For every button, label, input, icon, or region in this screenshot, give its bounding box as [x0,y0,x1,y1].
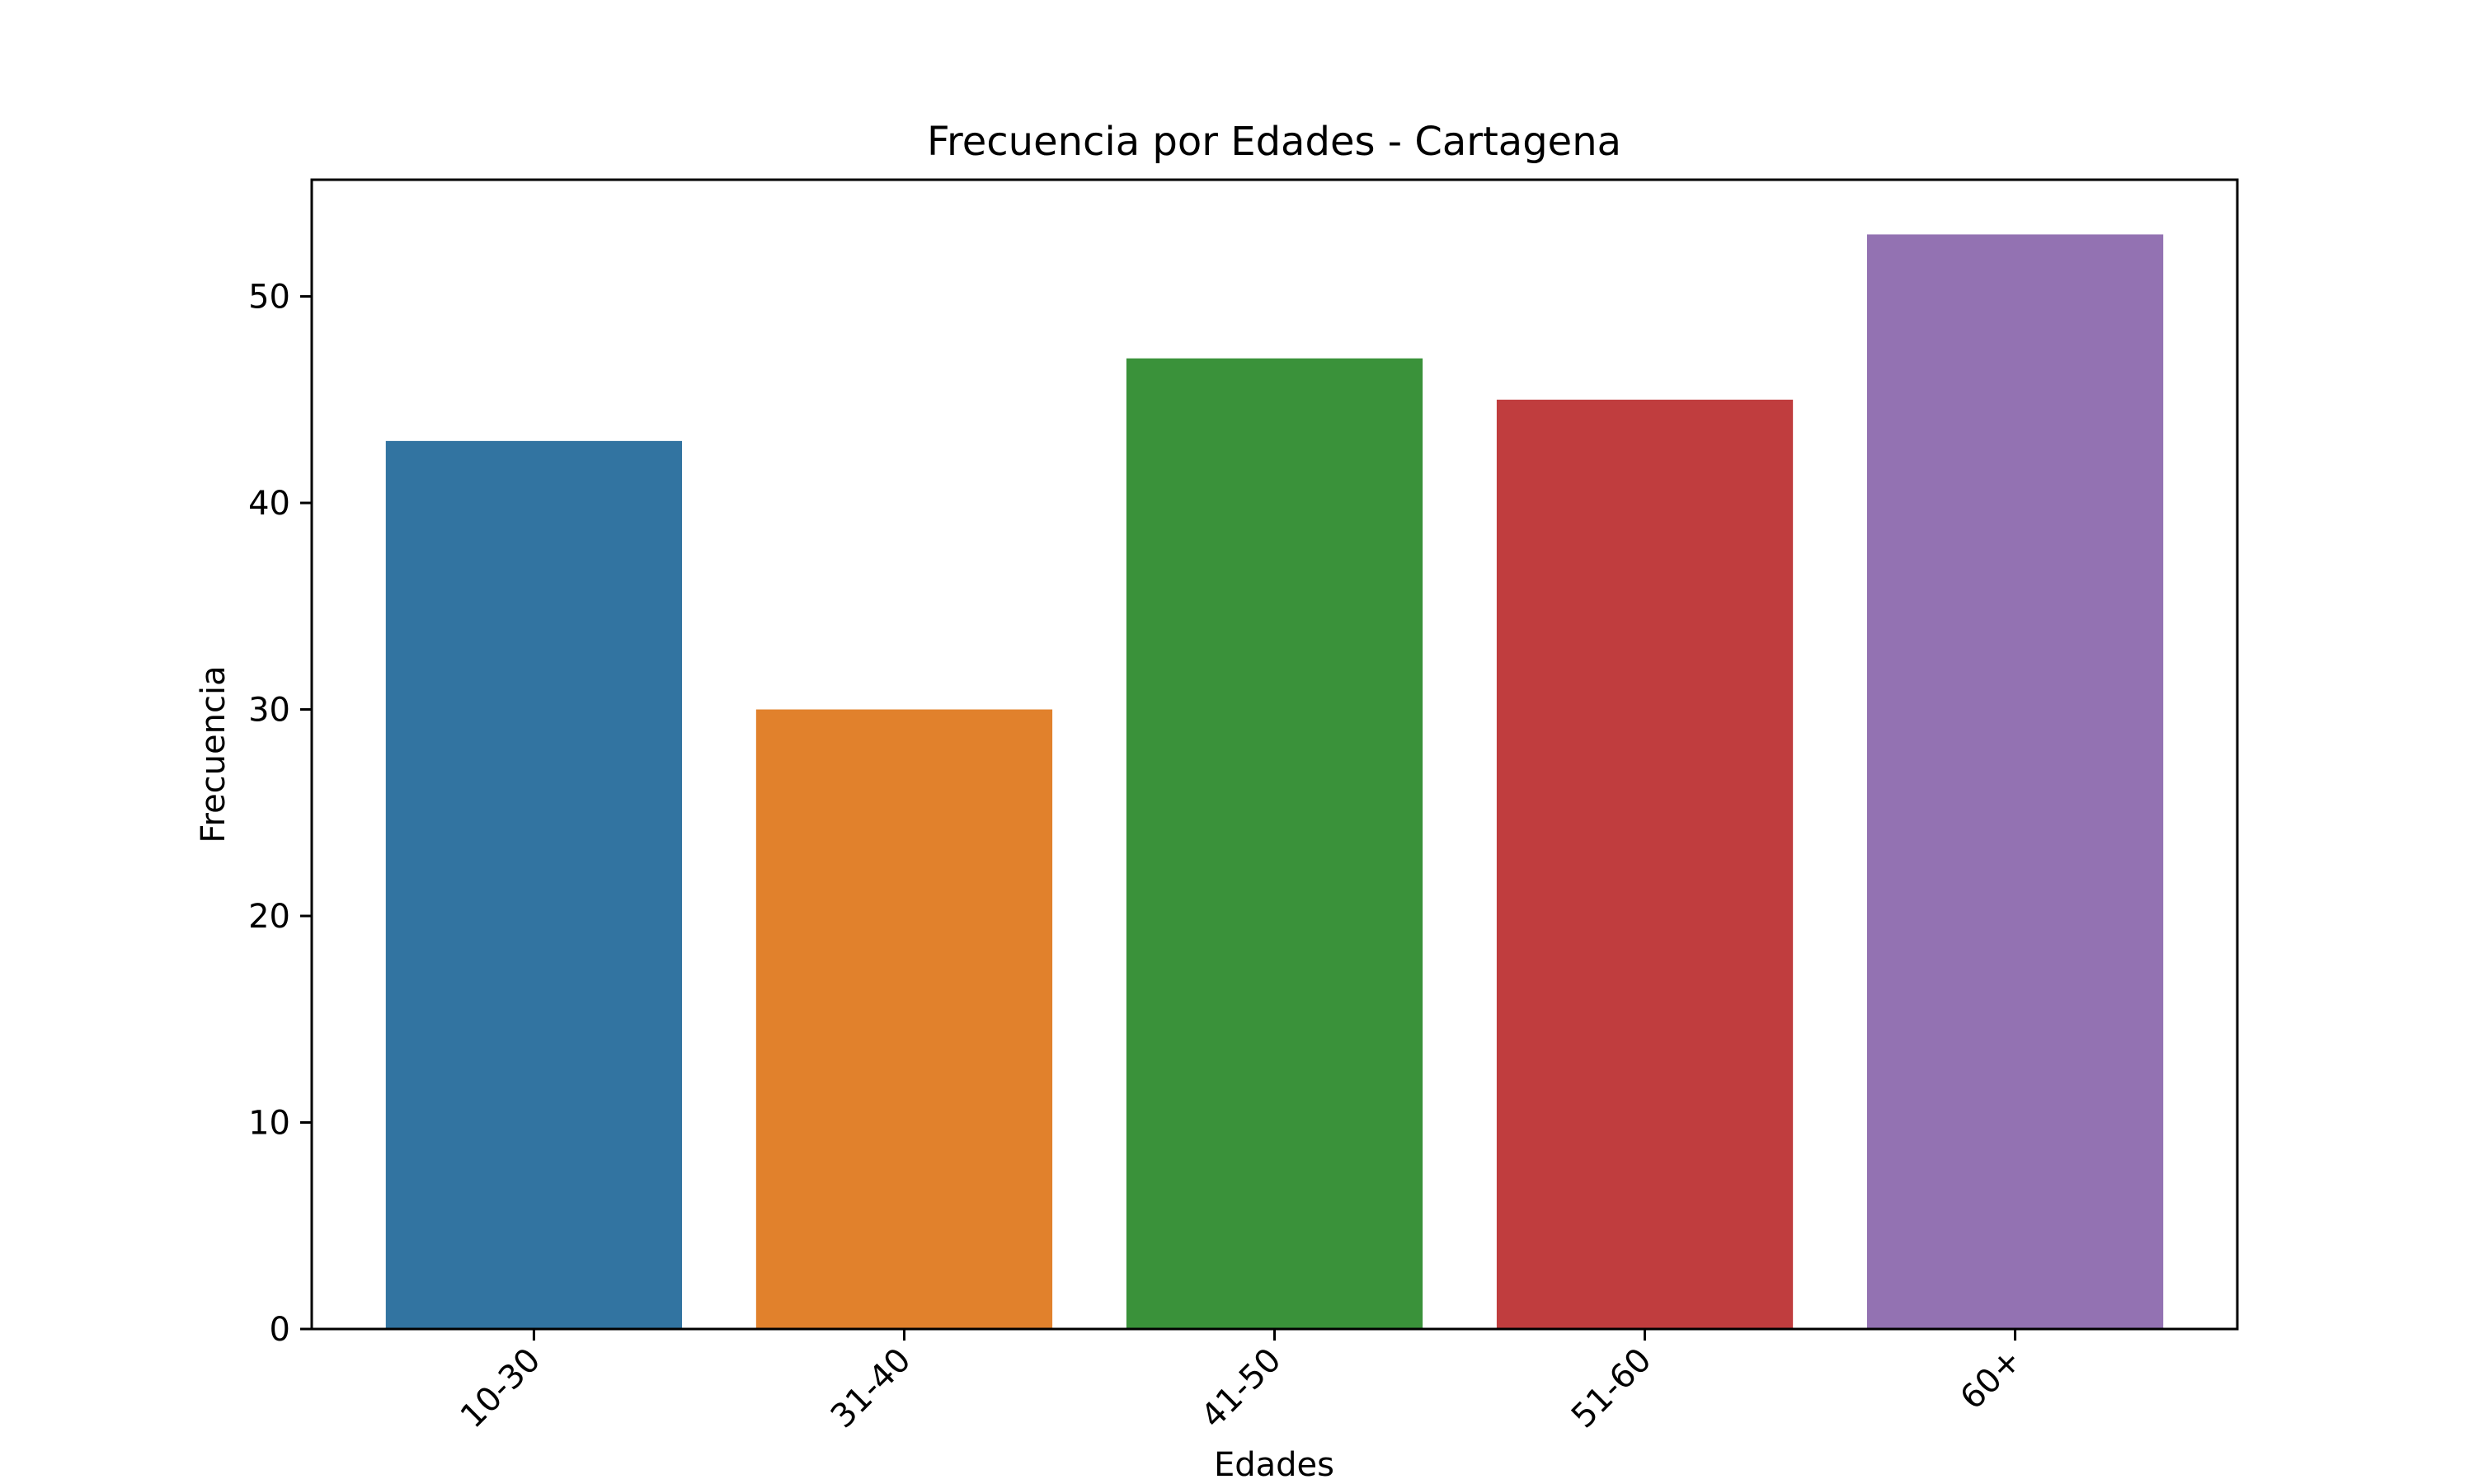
y-tick-label: 50 [248,279,290,317]
x-axis-label: Edades [1214,1446,1334,1484]
bar-60+ [1866,234,2164,1329]
y-tick-label: 0 [270,1311,290,1349]
y-tick-label: 10 [248,1105,290,1143]
chart-title: Frecuencia por Edades - Cartagena [927,119,1621,165]
bar-31-40 [755,709,1053,1329]
y-tick-label: 30 [248,692,290,730]
y-tick-label: 20 [248,898,290,936]
bar-10-30 [385,440,683,1329]
y-axis: 0 10 20 30 40 50 [248,279,312,1349]
plot-frame [310,178,2239,1331]
bar-51-60 [1496,399,1794,1330]
y-tick-label: 40 [248,485,290,523]
y-axis-label: Frecuencia [195,665,233,843]
bar-41-50 [1126,358,1423,1329]
bars-group [385,234,2164,1330]
